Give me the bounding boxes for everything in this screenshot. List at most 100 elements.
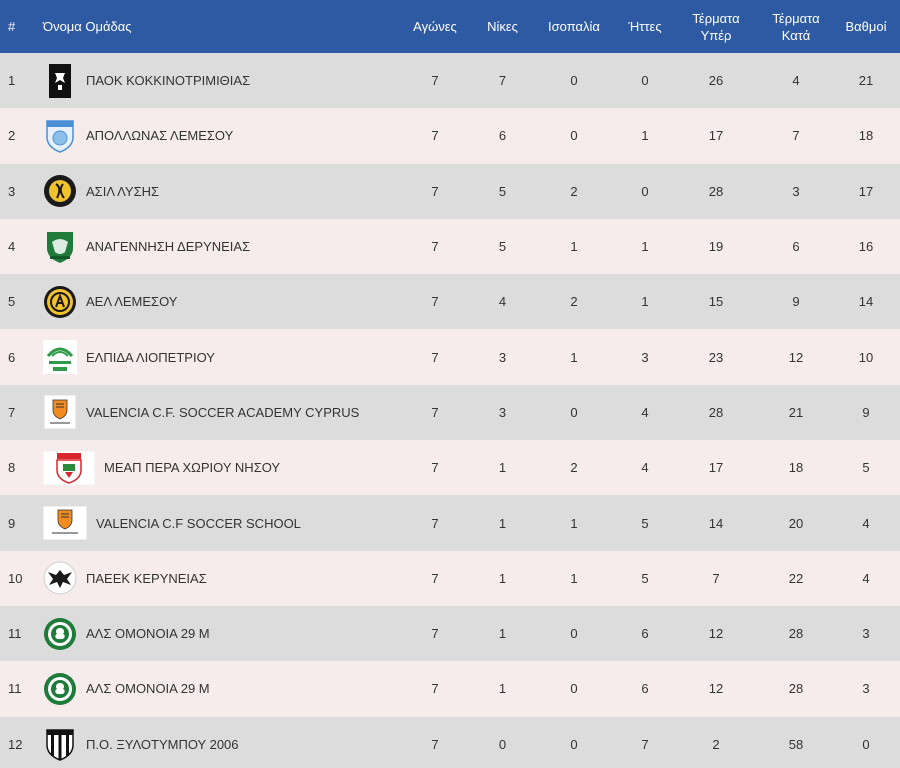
- points-cell: 10: [858, 349, 874, 365]
- losses-cell: 1: [641, 128, 649, 144]
- goals-for-cell: 2: [712, 736, 720, 752]
- rank-cell: 11: [8, 681, 22, 697]
- rank-cell: 7: [8, 404, 16, 420]
- table-row: 5 ΑΕΛ ΛΕΜΕΣΟΥ 7 4 2 1 15 9 14: [0, 274, 900, 330]
- draws-cell: 1: [570, 570, 578, 586]
- rank-cell: 8: [8, 460, 16, 476]
- draws-cell: 1: [570, 349, 578, 365]
- goals-for-cell: 15: [708, 294, 724, 310]
- table-row: 6 ΕΛΠΙΔΑ ΛΙΟΠΕΤΡΙΟΥ 7 3 1 3 23 12 10: [0, 329, 900, 385]
- losses-cell: 1: [641, 294, 649, 310]
- wins-cell: 5: [498, 183, 507, 199]
- team-name: ΕΛΠΙΔΑ ΛΙΟΠΕΤΡΙΟΥ: [86, 349, 215, 365]
- rank-cell: 3: [8, 183, 16, 199]
- goals-against-cell: 18: [788, 460, 804, 476]
- goals-for-cell: 19: [708, 239, 724, 255]
- header-team: Όνομα Ομάδας: [43, 19, 132, 34]
- table-row: 10 ΠΑΕΕΚ ΚΕΡΥΝΕΙΑΣ 7 1 1 5 7 22 4: [0, 550, 900, 606]
- table-row: 9 VALENCIA C.F SOCCER SCHOOL 7 1 1 5 14 20 4: [0, 495, 900, 551]
- elpida-crest-icon: [43, 340, 77, 375]
- team-info: ΕΛΠΙΔΑ ΛΙΟΠΕΤΡΙΟΥ: [43, 340, 395, 375]
- losses-cell: 6: [641, 626, 649, 642]
- played-cell: 7: [431, 736, 439, 752]
- team-info: Π.Ο. ΞΥΛΟΤΥΜΠΟΥ 2006: [43, 727, 395, 762]
- draws-cell: 1: [570, 239, 578, 255]
- header-goals-for-line2: Υπέρ: [700, 27, 732, 43]
- ael-crest-icon: [43, 285, 77, 319]
- team-cell: ΑΕΛ ΛΕΜΕΣΟΥ: [43, 274, 395, 329]
- team-info: ΜΕΑΠ ΠΕΡΑ ΧΩΡΙΟΥ ΝΗΣΟΥ: [43, 450, 395, 485]
- goals-against-cell: 58: [788, 736, 804, 752]
- goals-for-cell: 17: [708, 460, 724, 476]
- apollon-crest-icon: [43, 119, 77, 153]
- points-cell: 18: [858, 128, 874, 144]
- rank-cell: 10: [8, 570, 23, 586]
- table-row: 8 ΜΕΑΠ ΠΕΡΑ ΧΩΡΙΟΥ ΝΗΣΟΥ 7 1 2 4 17 18 5: [0, 440, 900, 496]
- losses-cell: 4: [641, 460, 649, 476]
- losses-cell: 4: [641, 404, 649, 420]
- rank-cell: 11: [8, 626, 22, 642]
- losses-cell: 3: [641, 349, 649, 365]
- paeek-crest-icon: [43, 561, 77, 595]
- draws-cell: 0: [570, 404, 578, 420]
- goals-against-cell: 21: [788, 404, 804, 420]
- header-goals-against-line2: Κατά: [781, 27, 811, 43]
- points-cell: 4: [862, 570, 870, 586]
- rank-cell: 2: [8, 128, 16, 144]
- losses-cell: 0: [641, 73, 649, 89]
- draws-cell: 1: [570, 515, 578, 531]
- wins-cell: 1: [498, 570, 507, 586]
- team-name: VALENCIA C.F SOCCER SCHOOL: [96, 515, 301, 531]
- table-row: 11 ΑΛΣ ΟΜΟΝΟΙΑ 29 Μ 7 1 0 6 12 28 3: [0, 661, 900, 717]
- omonoia-crest-icon: [43, 672, 77, 706]
- played-cell: 7: [431, 515, 439, 531]
- header-goals-against: Τέρματα Κατά: [760, 0, 832, 53]
- team-cell: ΑΛΣ ΟΜΟΝΟΙΑ 29 Μ: [43, 661, 395, 716]
- points-cell: 16: [858, 239, 874, 255]
- team-info: ΑΠΟΛΛΩΝΑΣ ΛΕΜΕΣΟΥ: [43, 119, 395, 153]
- wins-cell: 4: [498, 294, 507, 310]
- header-goals-against-line1: Τέρματα: [772, 10, 820, 26]
- table-row: 4 ΑΝΑΓΕΝΝΗΣΗ ΔΕΡΥΝΕΙΑΣ 7 5 1 1 19 6 16: [0, 218, 900, 275]
- losses-cell: 6: [641, 681, 649, 697]
- points-cell: 17: [858, 183, 874, 199]
- team-info: ΠΑΟΚ ΚΟΚΚΙΝΟΤΡΙΜΙΘΙΑΣ: [43, 63, 395, 98]
- table-row: 2 ΑΠΟΛΛΩΝΑΣ ΛΕΜΕΣΟΥ 7 6 0 1 17 7 18: [0, 108, 900, 164]
- played-cell: 7: [431, 460, 439, 476]
- goals-against-cell: 7: [792, 128, 800, 144]
- points-cell: 21: [858, 73, 874, 89]
- team-name: ΑΝΑΓΕΝΝΗΣΗ ΔΕΡΥΝΕΙΑΣ: [86, 239, 251, 255]
- played-cell: 7: [431, 183, 439, 199]
- wins-cell: 6: [498, 128, 507, 144]
- draws-cell: 0: [570, 626, 578, 642]
- points-cell: 5: [862, 460, 870, 476]
- team-cell: ΑΠΟΛΛΩΝΑΣ ΛΕΜΕΣΟΥ: [43, 108, 395, 163]
- wins-cell: 1: [498, 681, 507, 697]
- team-cell: ΑΛΣ ΟΜΟΝΟΙΑ 29 Μ: [43, 606, 395, 661]
- team-name: ΑΛΣ ΟΜΟΝΟΙΑ 29 Μ: [86, 681, 210, 697]
- table-row: 1 ΠΑΟΚ ΚΟΚΚΙΝΟΤΡΙΜΙΘΙΑΣ 7 7 0 0 26 4 21: [0, 53, 900, 109]
- goals-for-cell: 28: [708, 183, 724, 199]
- played-cell: 7: [431, 570, 439, 586]
- header-goals-for-line1: Τέρματα: [692, 10, 740, 26]
- losses-cell: 1: [641, 239, 649, 255]
- team-name: ΑΛΣ ΟΜΟΝΟΙΑ 29 Μ: [86, 626, 210, 642]
- goals-against-cell: 12: [788, 349, 804, 365]
- paok-crest-icon: [43, 63, 77, 98]
- wins-cell: 7: [498, 73, 507, 89]
- wins-cell: 0: [498, 736, 507, 752]
- played-cell: 7: [431, 404, 439, 420]
- draws-cell: 0: [570, 128, 578, 144]
- goals-for-cell: 7: [712, 570, 720, 586]
- team-name: ΑΣΙΛ ΛΥΣΗΣ: [86, 183, 160, 199]
- team-cell: ΜΕΑΠ ΠΕΡΑ ΧΩΡΙΟΥ ΝΗΣΟΥ: [43, 440, 395, 495]
- valencia-school-crest-icon: [43, 506, 87, 541]
- team-info: ΠΑΕΕΚ ΚΕΡΥΝΕΙΑΣ: [43, 561, 395, 595]
- goals-against-cell: 3: [792, 183, 800, 199]
- team-name: ΑΕΛ ΛΕΜΕΣΟΥ: [86, 294, 178, 310]
- rank-cell: 4: [8, 239, 16, 255]
- asil-crest-icon: [43, 174, 77, 208]
- goals-for-cell: 12: [708, 626, 724, 642]
- goals-against-cell: 4: [792, 73, 800, 89]
- points-cell: 3: [862, 626, 870, 642]
